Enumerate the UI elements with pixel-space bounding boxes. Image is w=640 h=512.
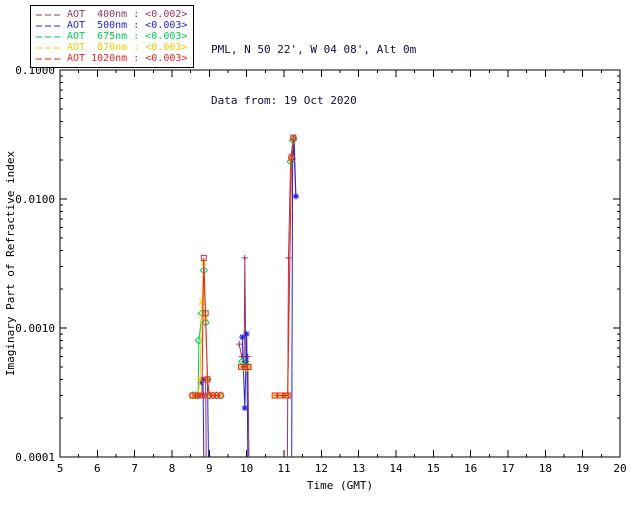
data-point-marker [237, 363, 245, 370]
series-1020nm [189, 134, 297, 399]
y-tick-label: 0.0010 [15, 322, 55, 335]
x-tick-label: 11 [277, 462, 290, 475]
data-point-marker [239, 334, 246, 341]
y-axis-title: Imaginary Part of Refractive index [4, 151, 17, 377]
legend-label: AOT 675nm : <0.003> [67, 31, 188, 42]
x-tick-label: 13 [352, 462, 365, 475]
data-point-marker [198, 379, 205, 386]
data-point-marker [200, 254, 207, 261]
x-axis-title: Time (GMT) [307, 479, 373, 492]
data-point-marker [243, 330, 250, 337]
y-axis-ticks [60, 69, 620, 458]
legend-line-sample-icon [36, 25, 62, 26]
x-axis-labels: 5 6 7 8 9 10 11 12 13 14 15 16 17 18 19 20 [57, 462, 627, 475]
x-tick-label: 6 [94, 462, 101, 475]
legend-label: AOT 400nm : <0.002> [67, 9, 188, 20]
data-point-marker [202, 310, 209, 317]
x-tick-label: 17 [501, 462, 514, 475]
data-point-marker [204, 376, 211, 383]
y-tick-label: 0.0100 [15, 193, 55, 206]
x-tick-label: 5 [57, 462, 64, 475]
data-point-marker [198, 298, 206, 305]
legend-line-sample-icon [36, 47, 62, 48]
x-tick-label: 18 [539, 462, 552, 475]
data-point-marker [284, 392, 291, 399]
data-point-marker [241, 404, 248, 411]
x-tick-label: 10 [240, 462, 253, 475]
data-point-marker [245, 363, 252, 370]
legend-item-500nm: AOT 500nm : <0.003> [36, 20, 187, 31]
header-annotations: PML, N 50 22', W 04 08', Alt 0m Data fro… [211, 7, 416, 143]
data-point-marker [241, 254, 248, 261]
data-date-text: Data from: 19 Oct 2020 [211, 94, 357, 107]
data-point-marker [198, 392, 205, 399]
x-tick-label: 12 [315, 462, 328, 475]
data-point-marker [285, 254, 292, 261]
data-point-marker [292, 193, 299, 200]
data-point-marker [236, 341, 243, 348]
legend-item-675nm: AOT 675nm : <0.003> [36, 31, 187, 42]
legend-line-sample-icon [36, 36, 62, 37]
y-tick-label: 0.0001 [15, 451, 55, 464]
legend-item-1020nm: AOT 1020nm : <0.003> [36, 53, 187, 64]
x-tick-label: 8 [169, 462, 176, 475]
series-500nm [198, 135, 299, 457]
legend-item-870nm: AOT 870nm : <0.003> [36, 42, 187, 53]
legend-line-sample-icon [36, 58, 62, 59]
site-location-text: PML, N 50 22', W 04 08', Alt 0m [211, 43, 417, 56]
data-point-marker [290, 134, 297, 141]
x-tick-label: 7 [131, 462, 138, 475]
data-point-marker [217, 392, 224, 399]
legend-label: AOT 1020nm : <0.003> [67, 53, 188, 64]
x-tick-label: 9 [206, 462, 213, 475]
x-tick-label: 14 [389, 462, 403, 475]
legend-label: AOT 870nm : <0.003> [67, 42, 188, 53]
legend-label: AOT 500nm : <0.003> [67, 20, 188, 31]
x-tick-label: 19 [576, 462, 589, 475]
data-point-marker [277, 392, 284, 399]
legend-line-sample-icon [36, 14, 62, 15]
x-tick-label: 16 [464, 462, 477, 475]
data-point-marker [199, 376, 206, 383]
data-point-marker [288, 154, 295, 161]
data-point-marker [289, 155, 296, 162]
data-point-marker [217, 392, 224, 399]
x-axis-ticks [59, 70, 621, 457]
x-tick-label: 20 [613, 462, 626, 475]
legend-item-400nm: AOT 400nm : <0.002> [36, 9, 187, 20]
legend-box: AOT 400nm : <0.002> AOT 500nm : <0.003> AO… [30, 5, 195, 68]
data-point-marker [245, 363, 252, 370]
data-point-marker [271, 392, 278, 399]
data-point-marker [271, 392, 278, 399]
x-tick-label: 15 [427, 462, 440, 475]
